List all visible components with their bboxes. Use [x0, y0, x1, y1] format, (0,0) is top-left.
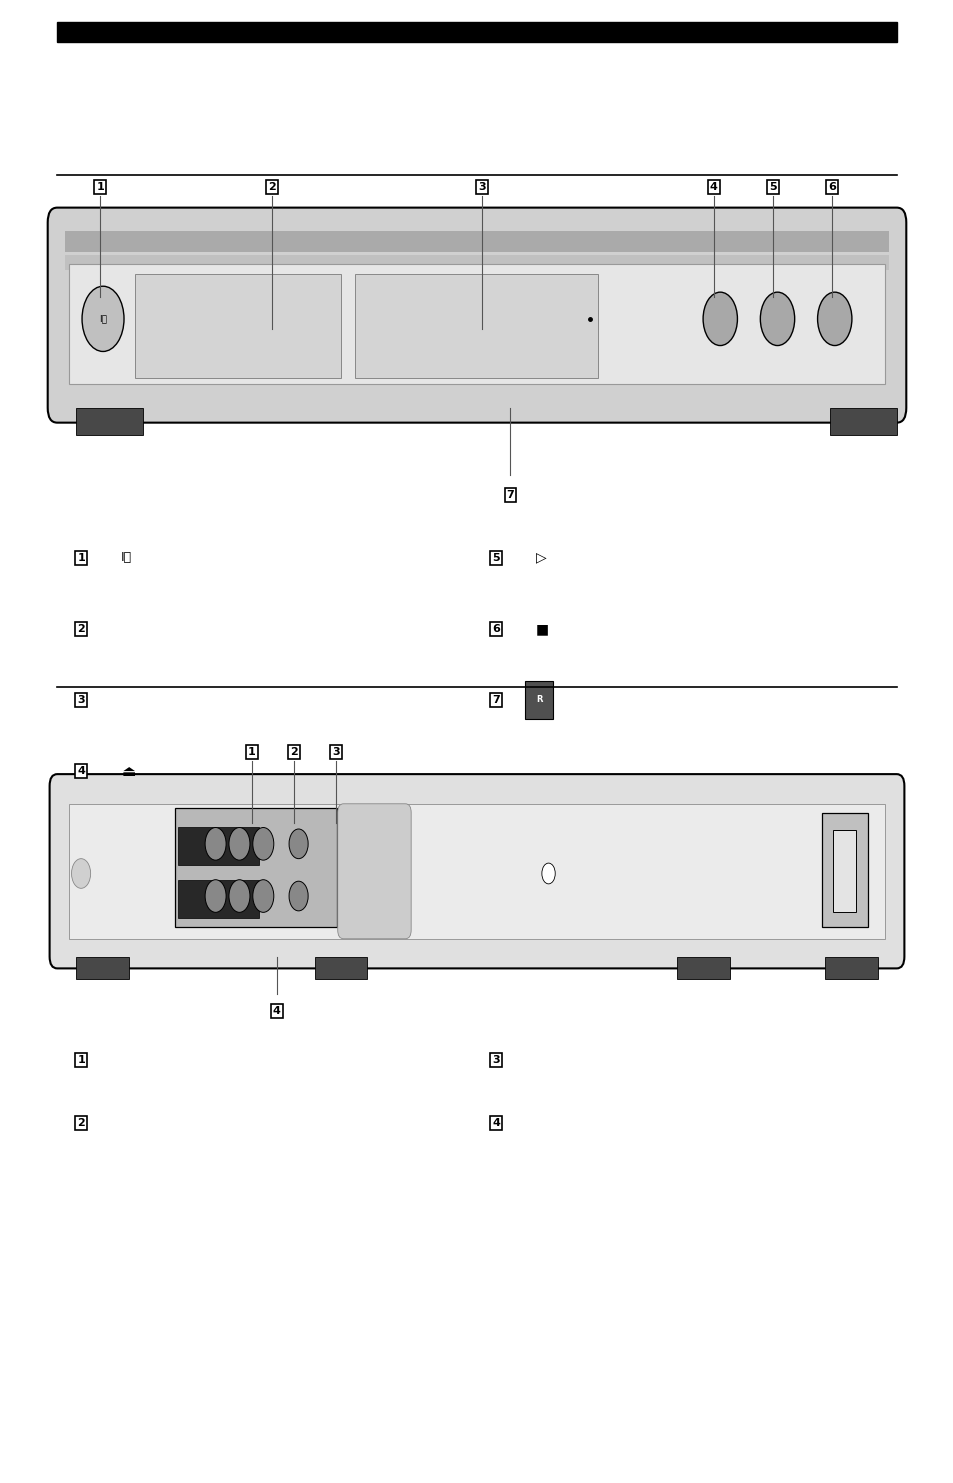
FancyBboxPatch shape: [50, 774, 903, 968]
Text: ⏏: ⏏: [121, 764, 135, 779]
Bar: [832, 830, 855, 912]
Text: 4: 4: [709, 182, 717, 191]
Bar: [65, 231, 888, 252]
Bar: [821, 813, 867, 927]
Bar: [824, 957, 877, 979]
Circle shape: [71, 859, 91, 888]
Bar: [829, 408, 896, 435]
Circle shape: [702, 292, 737, 346]
Bar: [65, 255, 888, 270]
Text: 4: 4: [273, 1007, 280, 1016]
Text: I⏻: I⏻: [99, 314, 107, 323]
Text: ■: ■: [536, 621, 549, 636]
Text: 2: 2: [268, 182, 275, 191]
Bar: [355, 274, 598, 378]
Text: 7: 7: [492, 696, 499, 704]
Text: 1: 1: [77, 553, 85, 562]
Text: 2: 2: [77, 1118, 85, 1127]
Text: 5: 5: [768, 182, 776, 191]
FancyBboxPatch shape: [337, 804, 411, 939]
Circle shape: [253, 828, 274, 860]
Text: 6: 6: [827, 182, 835, 191]
Text: 3: 3: [477, 182, 485, 191]
Circle shape: [229, 879, 250, 912]
Bar: [178, 828, 259, 865]
Bar: [314, 957, 367, 979]
Circle shape: [817, 292, 851, 346]
Text: 4: 4: [492, 1118, 499, 1127]
Text: 5: 5: [492, 553, 499, 562]
Circle shape: [541, 863, 555, 884]
Bar: [69, 804, 884, 939]
Circle shape: [205, 879, 226, 912]
Bar: [178, 879, 259, 918]
Text: I⏻: I⏻: [121, 552, 132, 564]
Text: 3: 3: [332, 747, 339, 756]
Text: 6: 6: [492, 624, 499, 633]
Bar: [57, 22, 896, 42]
Text: R: R: [536, 696, 541, 704]
Bar: [76, 408, 143, 435]
Circle shape: [229, 828, 250, 860]
FancyBboxPatch shape: [48, 208, 905, 423]
Bar: [524, 681, 553, 719]
Circle shape: [82, 286, 124, 351]
Text: 1: 1: [77, 1056, 85, 1065]
Text: 3: 3: [492, 1056, 499, 1065]
Bar: [76, 957, 129, 979]
Circle shape: [253, 879, 274, 912]
Text: 1: 1: [248, 747, 255, 756]
Circle shape: [289, 881, 308, 911]
Text: 7: 7: [506, 491, 514, 500]
Circle shape: [760, 292, 794, 346]
Circle shape: [289, 829, 308, 859]
Text: ▷: ▷: [536, 550, 546, 565]
Bar: [69, 264, 884, 384]
Text: 2: 2: [77, 624, 85, 633]
Text: 4: 4: [77, 767, 85, 776]
Circle shape: [205, 828, 226, 860]
Bar: [677, 957, 729, 979]
Bar: [135, 274, 340, 378]
Text: 2: 2: [290, 747, 297, 756]
Bar: [174, 808, 336, 927]
Text: 3: 3: [77, 696, 85, 704]
Text: 1: 1: [96, 182, 104, 191]
